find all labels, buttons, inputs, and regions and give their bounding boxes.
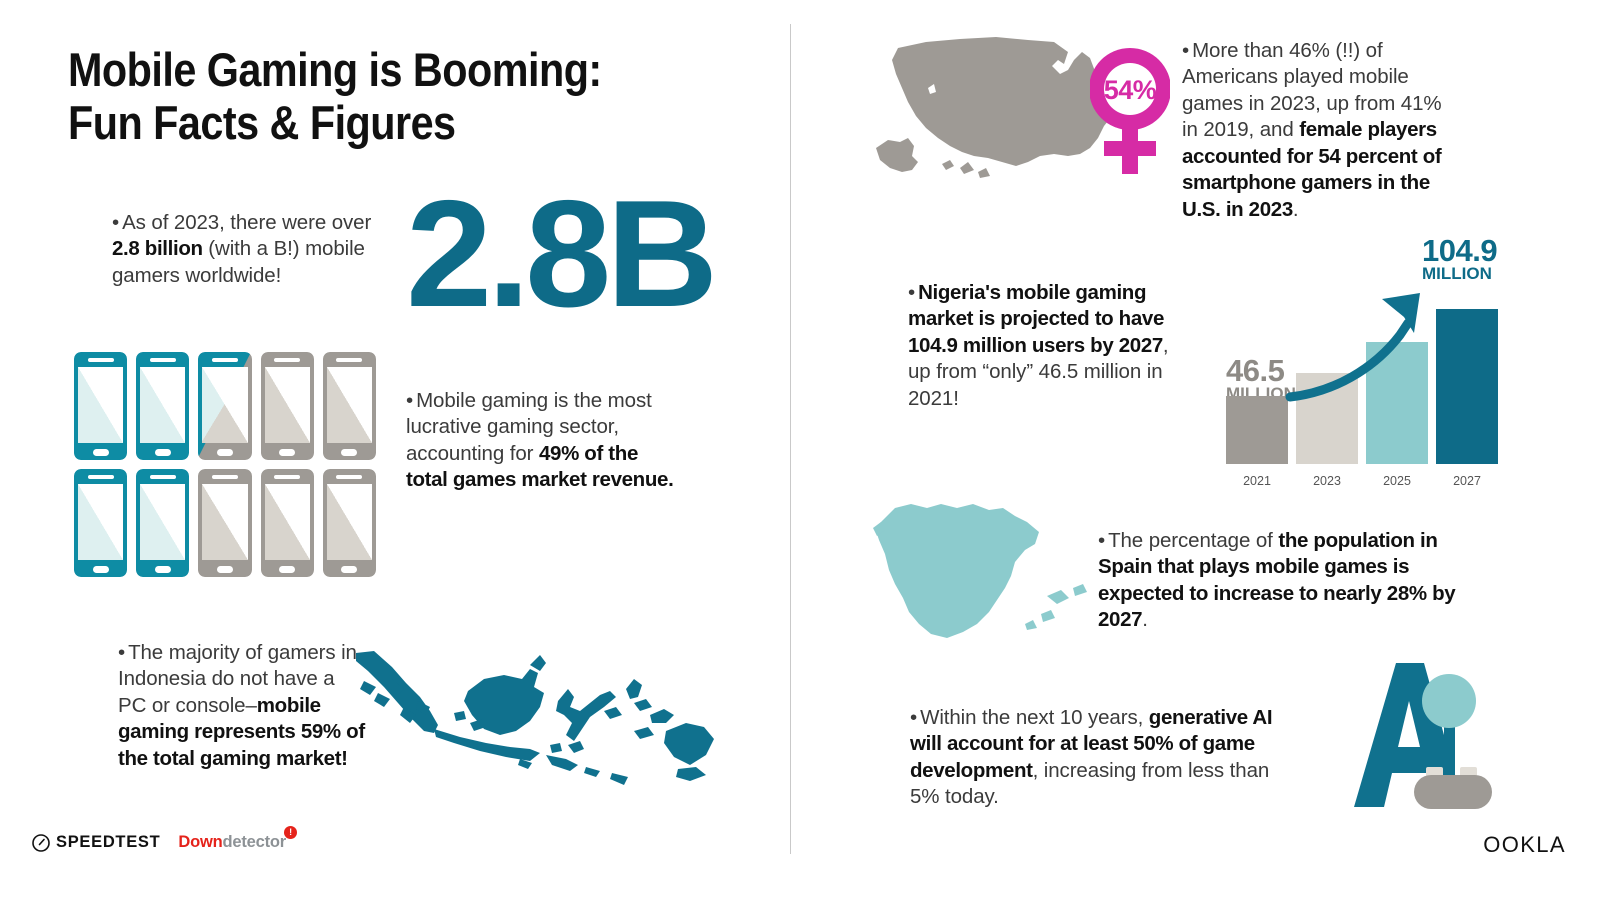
downdetector-word-down: Down xyxy=(178,833,223,851)
bullet-text-part1: As of 2023, there were over xyxy=(122,211,372,234)
phone-icon-filled xyxy=(136,352,190,460)
bullet-text-part2: , increasing from less than 5% today. xyxy=(910,758,1270,809)
x-tick-2027: 2027 xyxy=(1453,474,1481,488)
bullet-text-part2: . xyxy=(1142,608,1148,632)
nigeria-bar-chart: 46.5 MILLION 104.9 MILLION 2021 2023 202… xyxy=(1214,233,1504,492)
joystick-ball-icon xyxy=(1422,674,1476,728)
bar-annotation-2027-value: 104.9 xyxy=(1422,233,1498,268)
bullet-text-part1: The percentage of xyxy=(1108,529,1279,552)
speedtest-wordmark: SPEEDTEST xyxy=(56,833,161,851)
downdetector-alert-badge: ! xyxy=(284,826,298,839)
downdetector-word-detector: detector xyxy=(222,833,287,851)
bullet-gamers-worldwide: • As of 2023, there were over 2.8 billion… xyxy=(112,210,374,289)
bullet-text-part1: The majority of gamers in Indonesia do n… xyxy=(118,641,357,717)
joystick-base-icon xyxy=(1414,775,1492,809)
venus-percent-label: 54% xyxy=(1103,75,1157,105)
x-tick-2025: 2025 xyxy=(1383,474,1411,488)
ookla-wordmark: OOKLA xyxy=(1483,832,1566,857)
phone-icon-empty xyxy=(260,352,314,460)
venus-symbol-icon xyxy=(1089,48,1171,174)
indonesia-map xyxy=(356,651,714,785)
downdetector-logo: Downdetector ! xyxy=(178,826,298,852)
bullet-text-part2: (with a B!) mobile gamers worldwide! xyxy=(112,237,365,287)
phone-icon-filled xyxy=(136,469,190,577)
bar-annotation-2021-value: 46.5 xyxy=(1226,353,1285,388)
growth-arrow-icon xyxy=(1285,293,1420,402)
bullet-text-part1: More than 46% (!!) of Americans played m… xyxy=(1182,39,1442,142)
bullet-dot: • xyxy=(910,706,918,729)
phone-row-2 xyxy=(74,469,377,577)
footer-logos: SPEEDTEST Downdetector ! xyxy=(32,826,298,852)
ai-letter-a-icon xyxy=(1354,663,1492,809)
phone-icon-half-filled xyxy=(198,352,252,460)
bullet-text-bold1: mobile gaming represents 59% of the tota… xyxy=(118,693,365,770)
speedtest-logo: SPEEDTEST xyxy=(32,833,160,852)
bar-annotation-2027: 104.9 MILLION xyxy=(1422,233,1498,284)
bullet-text-part2: , up from “only” 46.5 million in 2021! xyxy=(908,333,1169,410)
x-tick-2023: 2023 xyxy=(1313,474,1341,488)
bullet-text-part1: Mobile gaming is the most lucrative gami… xyxy=(406,389,652,465)
speedometer-icon xyxy=(32,833,50,852)
phone-icon-empty xyxy=(198,469,252,577)
phone-icon-empty xyxy=(260,469,314,577)
phone-icon-empty xyxy=(322,469,377,577)
bullet-text-part2: . xyxy=(1292,197,1299,221)
phone-icon-filled xyxy=(74,352,128,460)
bullet-dot: • xyxy=(1182,39,1190,62)
spain-map xyxy=(873,504,1087,638)
bullet-text-bold1: female players accounted for 54 percent … xyxy=(1182,118,1442,221)
bullet-dot: • xyxy=(1098,529,1106,552)
bullet-dot: • xyxy=(908,281,916,304)
bullet-text-bold1: 49% of the total games market revenue. xyxy=(406,441,674,492)
bullet-indonesia: • The majority of gamers in Indonesia do … xyxy=(118,640,366,772)
bullet-text-bold1: Nigeria's mobile gaming market is projec… xyxy=(908,281,1165,357)
column-divider xyxy=(790,24,791,854)
phone-grid-49-percent xyxy=(74,352,377,586)
ookla-logo: OOKLA xyxy=(1483,832,1566,858)
phone-icon-filled xyxy=(74,469,128,577)
bullet-dot: • xyxy=(118,641,126,664)
bullet-dot: • xyxy=(112,211,120,234)
bullet-text-bold1: generative AI will account for at least … xyxy=(910,706,1273,782)
bullet-text-bold1: 2.8 billion xyxy=(112,237,203,261)
bullet-text-bold1: the population in Spain that plays mobil… xyxy=(1098,529,1456,632)
phone-row-1 xyxy=(74,352,377,460)
female-symbol-badge: 54% xyxy=(1089,48,1171,178)
bullet-text-part1: Within the next 10 years, xyxy=(920,706,1149,729)
joystick-stick-icon xyxy=(1444,713,1455,781)
bullet-nigeria-market: • Nigeria's mobile gaming market is proje… xyxy=(908,280,1176,412)
bullet-americans-mobile-games: • More than 46% (!!) of Americans played … xyxy=(1182,38,1454,223)
bullet-spain-population: • The percentage of the population in Spa… xyxy=(1098,528,1456,634)
bar-2027 xyxy=(1436,309,1498,464)
stat-2-8b: 2.8B xyxy=(406,169,718,339)
bullet-generative-ai: • Within the next 10 years, generative AI… xyxy=(910,705,1300,811)
page-title: Mobile Gaming is Booming: Fun Facts & Fi… xyxy=(68,43,602,149)
bullet-dot: • xyxy=(406,389,414,412)
bar-chart-plot-area xyxy=(1214,249,1504,464)
phone-icon-empty xyxy=(322,352,377,460)
bar-2021 xyxy=(1226,396,1288,464)
united-states-map xyxy=(876,37,1118,178)
bullet-market-revenue: • Mobile gaming is the most lucrative gam… xyxy=(406,388,674,494)
x-tick-2021: 2021 xyxy=(1243,474,1271,488)
bar-annotation-2027-unit: MILLION xyxy=(1422,264,1492,284)
ai-joystick-mark xyxy=(1348,655,1508,815)
